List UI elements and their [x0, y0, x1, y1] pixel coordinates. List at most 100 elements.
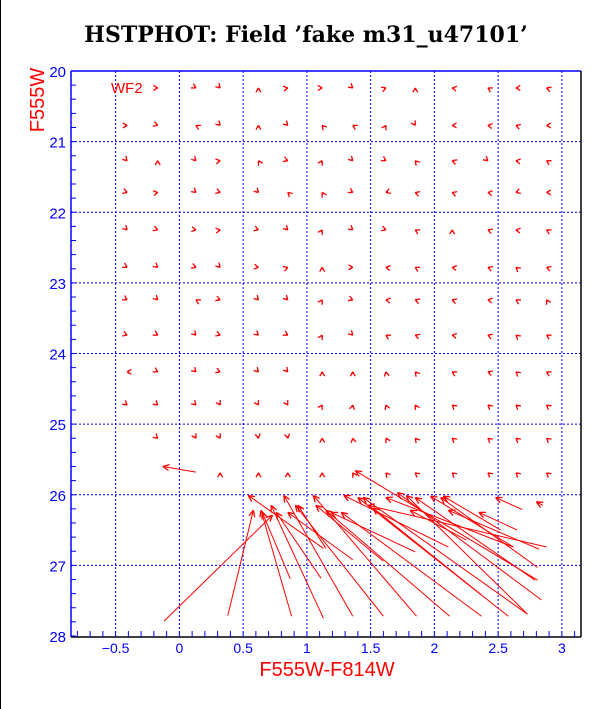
arrowhead-barb [396, 492, 402, 500]
vector-shaft [341, 512, 482, 617]
small-vector-arrow [282, 366, 289, 373]
small-vector-arrow [482, 155, 489, 162]
vector-shaft [125, 228, 128, 231]
vector-shaft [350, 86, 354, 89]
x-tick-label: 2 [430, 640, 438, 656]
small-vector-arrow [515, 188, 522, 194]
vector-shaft [487, 404, 490, 407]
small-vector-arrow [195, 299, 201, 305]
arrowhead-barb [315, 505, 320, 512]
vector-shaft [546, 299, 549, 302]
small-vector-arrow [451, 298, 458, 305]
small-vector-arrow [152, 367, 159, 373]
vector-shaft [384, 125, 387, 128]
vector-shaft [385, 472, 388, 475]
vector-shaft [261, 512, 291, 579]
small-vector-arrow [152, 262, 159, 268]
small-vector-arrow [487, 404, 493, 410]
small-vector-arrow [451, 265, 458, 272]
small-vector-arrow [350, 437, 357, 444]
vector-shaft [193, 266, 197, 268]
small-vector-arrow [190, 400, 197, 406]
small-vector-arrow [385, 334, 391, 340]
vector-shaft [155, 228, 158, 231]
small-vector-arrow [215, 433, 221, 439]
vector-shaft [287, 191, 290, 195]
vector-shaft [385, 437, 388, 441]
small-vector-arrow [347, 187, 354, 194]
long-vector-arrow [478, 511, 518, 531]
small-vector-arrow [215, 295, 221, 302]
vector-shaft [286, 402, 289, 406]
long-vector-arrow [330, 511, 416, 553]
small-vector-arrow [545, 404, 552, 410]
long-vector-arrow [340, 511, 482, 617]
arrowhead-barb [325, 510, 330, 517]
vector-shaft [218, 298, 221, 301]
small-vector-arrow [349, 371, 356, 377]
long-vector-arrow [163, 514, 274, 622]
small-vector-arrow [385, 265, 391, 272]
arrowhead-barb [248, 494, 256, 498]
y-axis-label: F555W [27, 68, 49, 133]
small-vector-arrow [152, 433, 159, 439]
vector-shaft [515, 334, 518, 337]
vector-shaft [415, 334, 418, 337]
small-vector-arrow [317, 160, 323, 166]
arrowhead-barb [283, 494, 291, 501]
long-vector-arrow [247, 494, 324, 549]
vector-shaft [414, 472, 418, 475]
vector-shaft [546, 160, 549, 163]
vector-shaft [515, 371, 518, 374]
vector-shaft [487, 87, 490, 90]
small-vector-arrow [414, 266, 421, 272]
small-vector-arrow [215, 227, 221, 234]
vector-shaft [515, 437, 518, 441]
small-vector-arrow [546, 160, 552, 166]
vector-shaft [218, 265, 221, 268]
vector-shaft [414, 497, 536, 581]
grid-lines [71, 71, 581, 636]
vector-shaft [414, 266, 418, 269]
arrowhead-barb [367, 503, 376, 506]
vector-shaft [487, 334, 491, 337]
long-vector-arrow [261, 511, 291, 579]
vector-shaft [452, 191, 455, 194]
vector-shaft [285, 297, 289, 301]
vector-shaft [415, 191, 418, 194]
small-vector-arrow [546, 122, 552, 129]
vector-shaft [275, 512, 322, 579]
small-vector-arrow [122, 295, 128, 301]
long-vector-arrow [409, 509, 467, 541]
x-tick-label: 1 [303, 640, 311, 656]
vector-shaft [285, 123, 289, 126]
arrowhead-barb [355, 470, 363, 473]
small-vector-arrow [451, 437, 458, 444]
long-vector-arrow [442, 495, 501, 531]
vector-shaft [448, 509, 540, 550]
small-vector-arrow [449, 229, 456, 235]
vector-shaft [312, 495, 417, 617]
small-vector-arrow [319, 267, 326, 272]
small-vector-arrow [487, 333, 493, 340]
long-vector-arrow [275, 511, 322, 579]
vector-shaft [270, 505, 324, 619]
arrowhead-barb [495, 497, 501, 504]
small-vector-arrow [253, 366, 260, 373]
arrowhead-barb [443, 495, 451, 498]
x-tick-label: 1.5 [361, 640, 381, 656]
vector-field [122, 82, 552, 622]
small-vector-arrow [319, 371, 326, 377]
small-vector-arrow [282, 156, 289, 163]
vector-shaft [414, 160, 418, 163]
vector-shaft [320, 229, 323, 232]
vector-shaft [125, 265, 128, 268]
vector-shaft [195, 299, 199, 302]
small-vector-arrow [515, 266, 522, 273]
small-vector-arrow [487, 297, 493, 304]
vector-shaft [194, 333, 197, 336]
vector-shaft [350, 333, 354, 336]
small-vector-arrow [412, 87, 419, 93]
small-vector-arrow [215, 158, 221, 165]
small-vector-arrow [255, 125, 262, 131]
